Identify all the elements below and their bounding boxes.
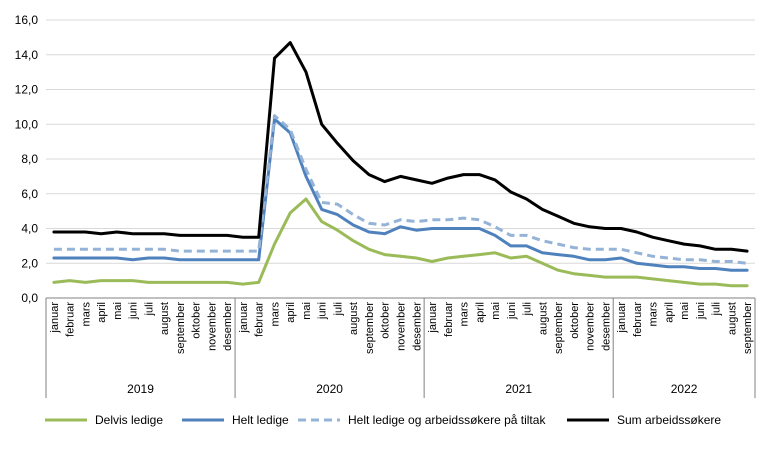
x-tick-label: september	[553, 302, 565, 354]
series-line	[52, 117, 749, 272]
x-tick-label: mars	[459, 302, 471, 327]
series-lines	[52, 41, 749, 288]
x-tick-label: januar	[238, 302, 250, 334]
x-tick-label: november	[206, 302, 218, 351]
x-tick-label: januar	[616, 302, 628, 334]
x-tick-label: april	[474, 302, 486, 323]
legend-label: Helt ledige og arbeidssøkere på tiltak	[348, 413, 546, 427]
x-tick-label: april	[96, 302, 108, 323]
y-tick-label: 8,0	[21, 152, 38, 166]
x-tick-label: november	[396, 302, 408, 351]
x-tick-label: september	[175, 302, 187, 354]
x-tick-label: februar	[632, 302, 644, 337]
y-axis: 0,0 2,0 4,0 6,0 8,0 10,0 12,0 14,0 16,0	[15, 13, 39, 305]
legend: Delvis ledige Helt ledige Helt ledige og a…	[45, 413, 721, 427]
x-tick-label: november	[585, 302, 597, 351]
x-tick-label: juni	[128, 302, 140, 320]
x-tick-label: mars	[648, 302, 660, 327]
year-label: 2019	[127, 382, 154, 396]
x-axis: januar februar mars april mai juni juli august s…	[45, 297, 756, 398]
y-tick-label: 2,0	[21, 256, 38, 270]
y-tick-label: 12,0	[15, 83, 39, 97]
x-tick-label: februar	[443, 302, 455, 337]
x-tick-label: august	[348, 302, 360, 335]
year-label: 2021	[505, 382, 532, 396]
x-tick-label: april	[285, 302, 297, 323]
year-label: 2022	[671, 382, 698, 396]
x-tick-label: august	[537, 302, 549, 335]
x-tick-label: mai	[490, 302, 502, 320]
y-tick-label: 16,0	[15, 13, 39, 27]
x-tick-label: august	[726, 302, 738, 335]
x-tick-label: september	[742, 302, 754, 354]
series-line	[53, 114, 748, 265]
x-tick-label: oktober	[191, 302, 203, 339]
x-tick-label: juli	[522, 302, 534, 316]
x-tick-label: mai	[112, 302, 124, 320]
x-tick-label: desember	[600, 302, 612, 351]
x-tick-label: mai	[301, 302, 313, 320]
y-tick-label: 10,0	[15, 117, 39, 131]
x-tick-label: juni	[317, 302, 329, 320]
x-tick-label: januar	[49, 302, 61, 334]
x-tick-label: mars	[269, 302, 281, 327]
gridlines	[46, 19, 755, 264]
legend-label: Delvis ledige	[95, 413, 163, 427]
y-tick-label: 14,0	[15, 48, 39, 62]
x-tick-label: februar	[65, 302, 77, 337]
x-tick-label: desember	[222, 302, 234, 351]
x-tick-label: juni	[695, 302, 707, 320]
x-tick-label: januar	[427, 302, 439, 334]
x-tick-label: februar	[254, 302, 266, 337]
x-tick-label: oktober	[569, 302, 581, 339]
legend-label: Helt ledige	[232, 413, 289, 427]
y-tick-label: 4,0	[21, 222, 38, 236]
series-line	[52, 41, 749, 253]
x-tick-label: juli	[332, 302, 344, 316]
x-tick-label: juni	[506, 302, 518, 320]
x-tick-label: mars	[80, 302, 92, 327]
y-tick-label: 0,0	[21, 291, 38, 305]
x-tick-label: juli	[711, 302, 723, 316]
year-label: 2020	[316, 382, 343, 396]
legend-label: Sum arbeidssøkere	[617, 413, 721, 427]
x-tick-label: mai	[679, 302, 691, 320]
x-tick-label: desember	[411, 302, 423, 351]
x-tick-label: juli	[143, 302, 155, 316]
y-tick-label: 6,0	[21, 187, 38, 201]
series-line	[52, 197, 749, 288]
x-tick-label: oktober	[380, 302, 392, 339]
x-tick-label: september	[364, 302, 376, 354]
x-tick-label: april	[663, 302, 675, 323]
x-tick-label: august	[159, 302, 171, 335]
